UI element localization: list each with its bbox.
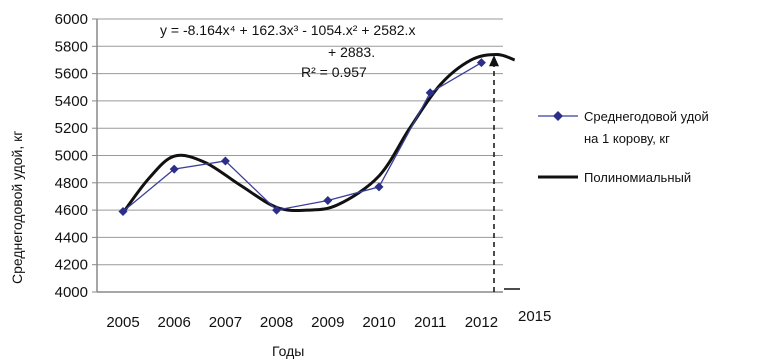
x-tick-2015: 2015 [518, 308, 551, 325]
data-point-2009 [323, 196, 333, 206]
x-tick-2011: 2011 [414, 314, 446, 331]
trendline-equation-cont: + 2883. [328, 44, 375, 60]
x-tick-2006: 2006 [158, 314, 191, 331]
data-points [118, 58, 486, 216]
data-point-2012 [476, 58, 486, 68]
y-tick-5000: 5000 [55, 148, 88, 165]
r-squared-label: R² = 0.957 [301, 64, 367, 80]
data-point-2006 [169, 164, 179, 174]
polynomial-trendline [121, 52, 516, 214]
y-tick-4200: 4200 [55, 257, 88, 274]
y-tick-5400: 5400 [55, 93, 88, 110]
series-line-milk-yield [122, 62, 482, 212]
x-tick-2010: 2010 [362, 314, 395, 331]
legend-series-marker [553, 111, 563, 121]
y-axis-ticks: 4000 4200 4400 4600 4800 5000 5200 5400 5600 5800… [55, 11, 97, 301]
legend: Среднегодовой удой на 1 корову, кг Полин… [538, 109, 709, 185]
x-axis-title: Годы [272, 343, 304, 359]
x-tick-2007: 2007 [209, 314, 242, 331]
legend-trend-label: Полиномиальный [584, 170, 691, 185]
y-tick-5600: 5600 [55, 66, 88, 83]
data-point-2010 [374, 182, 384, 192]
data-point-2011 [425, 88, 435, 98]
x-tick-2012: 2012 [465, 314, 498, 331]
x-tick-2008: 2008 [260, 314, 293, 331]
trendline-equation: y = -8.164x⁴ + 162.3x³ - 1054.x² + 2582.… [160, 22, 415, 38]
data-point-2007 [220, 156, 230, 166]
legend-series-label-1: Среднегодовой удой [584, 109, 709, 124]
data-point-2005 [118, 206, 128, 216]
forecast-arrowhead [489, 55, 499, 67]
y-tick-4800: 4800 [55, 175, 88, 192]
y-tick-4000: 4000 [55, 284, 88, 301]
y-tick-5200: 5200 [55, 120, 88, 137]
gridlines [97, 18, 503, 266]
x-axis-ticks: 2005 2006 2007 2008 2009 2010 2011 2012 [106, 314, 498, 331]
legend-series-label-2: на 1 корову, кг [584, 131, 670, 146]
y-tick-4400: 4400 [55, 229, 88, 246]
x-tick-2009: 2009 [311, 314, 344, 331]
y-tick-4600: 4600 [55, 202, 88, 219]
x-tick-2005: 2005 [106, 314, 139, 331]
y-tick-5800: 5800 [55, 38, 88, 55]
y-axis-title: Среднегодовой удой, кг [9, 131, 25, 284]
data-point-2008 [272, 205, 282, 215]
y-tick-6000: 6000 [55, 11, 88, 28]
